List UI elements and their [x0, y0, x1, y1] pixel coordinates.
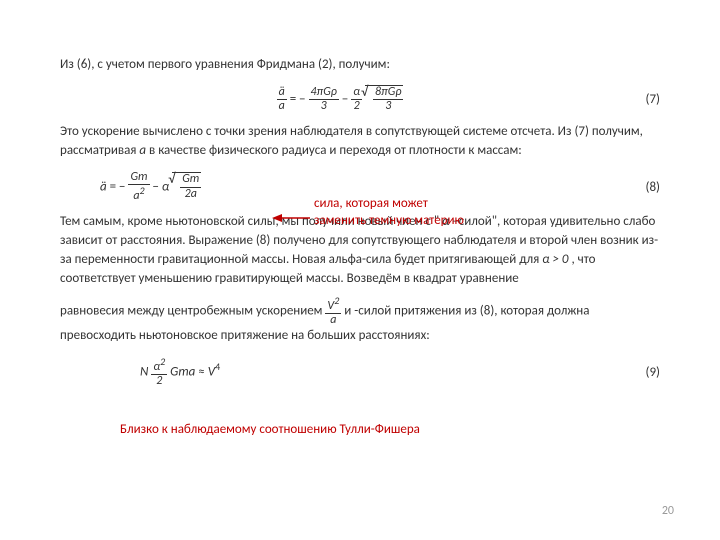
equation-9-number: (9) — [620, 365, 660, 380]
para2-part-b: в качестве физического радиуса и переход… — [146, 143, 522, 158]
page-number: 20 — [662, 504, 674, 518]
equation-7-row: äa = − 4πGρ3 − α2 8πGρ3 (7) — [60, 85, 660, 113]
para-after-eq7: Это ускорение вычислено с точки зрения н… — [60, 123, 660, 161]
annot-line1: сила, которая может — [314, 196, 464, 213]
equation-7-number: (7) — [620, 92, 660, 107]
tully-fisher-note: Близко к наблюдаемому соотношению Тулли-… — [120, 422, 660, 437]
para-intro-eq7: Из (6), с учетом первого уравнения Фридм… — [60, 56, 660, 75]
equation-9-row: N α22 Gma ≈ V4 (9) — [60, 356, 660, 388]
para4-a: равновесия между центробежным ускорением — [60, 303, 325, 318]
arrow-to-eq8-term — [272, 210, 312, 226]
equation-8-number: (8) — [620, 180, 660, 195]
para-before-eq9: равновесия между центробежным ускорением… — [60, 295, 660, 346]
annotation-dark-matter-force: сила, которая может заменить темную мате… — [314, 196, 464, 230]
annot-line2: заменить темную материю — [314, 213, 464, 230]
equation-9: N α22 Gma ≈ V4 — [60, 356, 620, 388]
para3-cond: α > 0 — [542, 252, 568, 267]
centrifugal-frac: V2a — [325, 295, 341, 327]
equation-7: äa = − 4πGρ3 − α2 8πGρ3 — [60, 85, 620, 113]
